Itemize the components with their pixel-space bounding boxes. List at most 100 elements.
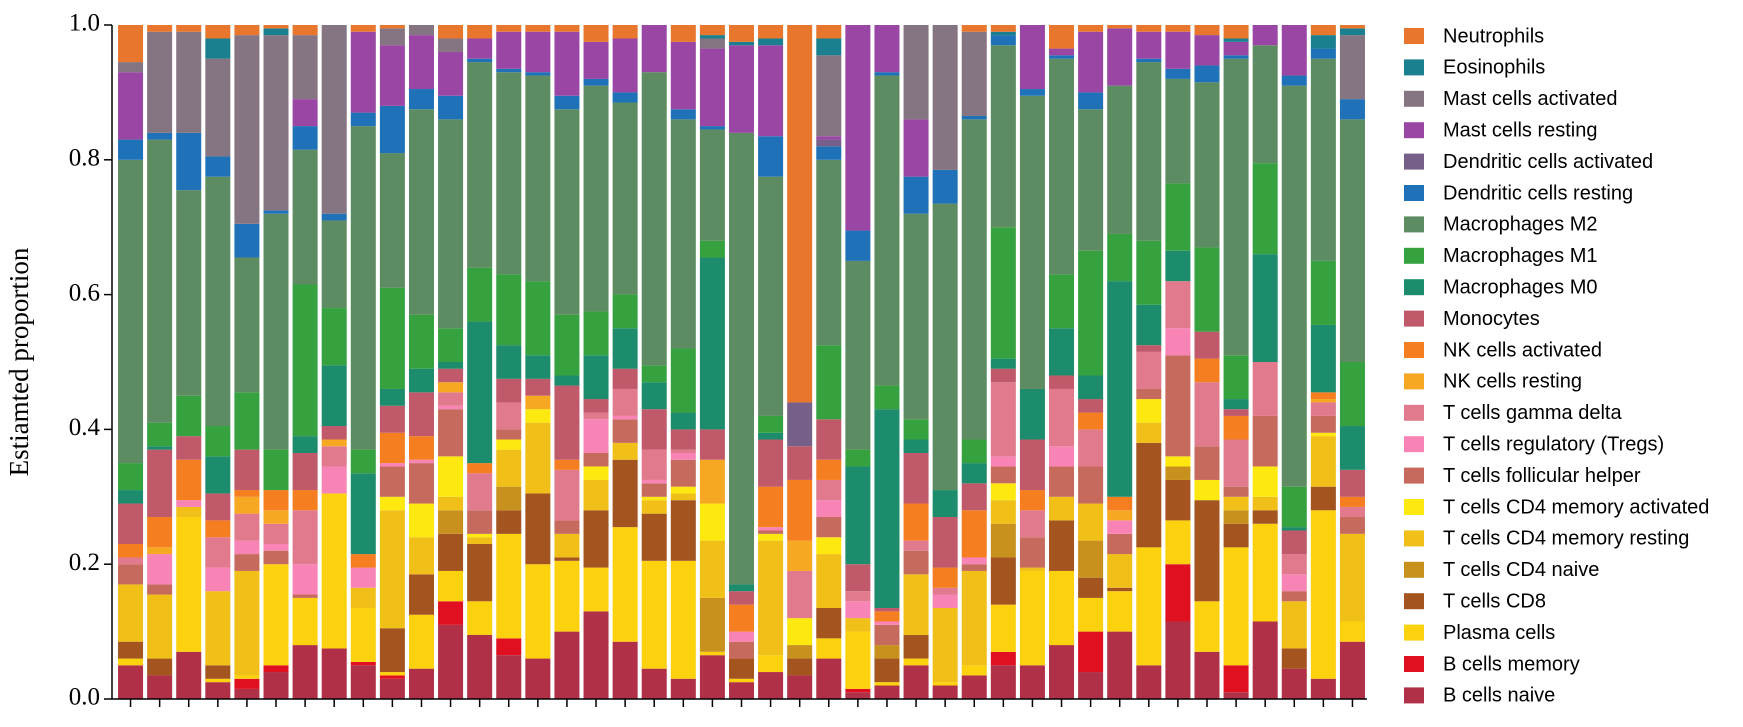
bar-segment bbox=[758, 25, 784, 39]
bar-segment bbox=[379, 45, 405, 106]
bar-segment bbox=[1339, 25, 1365, 29]
bar-segment bbox=[205, 682, 231, 699]
bar-segment bbox=[1165, 250, 1191, 282]
bar-segment bbox=[932, 203, 958, 491]
bar-segment bbox=[1136, 442, 1162, 548]
bar-segment bbox=[118, 584, 144, 642]
bar-segment bbox=[1252, 496, 1278, 511]
bar-segment bbox=[205, 38, 231, 59]
bar-segment bbox=[525, 31, 551, 73]
bar-segment bbox=[205, 25, 231, 39]
bar-segment bbox=[205, 665, 231, 679]
bar-segment bbox=[1252, 523, 1278, 622]
legend-label: NK cells activated bbox=[1443, 339, 1602, 361]
bar-segment bbox=[467, 58, 493, 63]
bar-segment bbox=[612, 328, 638, 369]
bar-segment bbox=[583, 419, 609, 453]
bar-segment bbox=[438, 570, 464, 602]
bar-segment bbox=[787, 446, 813, 480]
bar-segment bbox=[816, 136, 842, 140]
bar-segment bbox=[1078, 375, 1104, 400]
bar-segment bbox=[205, 176, 231, 427]
bar-segment bbox=[758, 672, 784, 699]
bar-segment bbox=[1194, 331, 1220, 359]
bar-segment bbox=[641, 560, 667, 669]
bar-segment bbox=[525, 493, 551, 565]
bar-segment bbox=[525, 395, 551, 410]
bar-segment bbox=[1078, 597, 1104, 632]
bar-segment bbox=[118, 490, 144, 504]
bar-segment bbox=[1223, 547, 1249, 666]
legend-label: T cells CD4 memory resting bbox=[1443, 528, 1689, 550]
bar-segment bbox=[147, 594, 173, 659]
bar-segment bbox=[525, 409, 551, 423]
bar-segment bbox=[263, 490, 289, 511]
bar-segment bbox=[1107, 281, 1133, 497]
bar-segment bbox=[583, 452, 609, 467]
bar-segment bbox=[234, 35, 260, 224]
bar-segment bbox=[787, 479, 813, 541]
bar-segment bbox=[874, 685, 900, 699]
bar-segment bbox=[903, 503, 929, 541]
bar-segment bbox=[1310, 510, 1336, 679]
bar-segment bbox=[467, 321, 493, 464]
bar-segment bbox=[554, 459, 580, 470]
bar-segment bbox=[1107, 587, 1133, 592]
bar-segment bbox=[845, 466, 871, 565]
bar-segment bbox=[438, 382, 464, 393]
legend-swatch bbox=[1404, 687, 1424, 704]
bar-segment bbox=[1310, 399, 1336, 403]
bar-segment bbox=[263, 665, 289, 673]
bar-segment bbox=[670, 348, 696, 413]
legend-swatch bbox=[1404, 153, 1424, 170]
bar-segment bbox=[845, 631, 871, 689]
bar-segment bbox=[1136, 422, 1162, 443]
bar-segment bbox=[670, 452, 696, 460]
bar-segment bbox=[641, 479, 667, 484]
bar-segment bbox=[1049, 274, 1075, 329]
bar-segment bbox=[176, 436, 202, 460]
bar-segment bbox=[583, 399, 609, 413]
bar-segment bbox=[554, 31, 580, 96]
bar-segment bbox=[525, 25, 551, 32]
bar-segment bbox=[758, 176, 784, 416]
bar-segment bbox=[1078, 399, 1104, 413]
bar-segment bbox=[990, 523, 1016, 558]
legend-label: Dendritic cells resting bbox=[1443, 182, 1633, 204]
bar-segment bbox=[263, 510, 289, 524]
bar-segment bbox=[292, 510, 318, 565]
bar-segment bbox=[699, 655, 725, 699]
bar-segment bbox=[1194, 25, 1220, 36]
bar-segment bbox=[496, 429, 522, 440]
bar-segment bbox=[379, 672, 405, 676]
bar-segment bbox=[408, 392, 434, 437]
bar-segment bbox=[990, 368, 1016, 383]
bar-segment bbox=[350, 31, 376, 113]
bar-segment bbox=[845, 25, 871, 231]
bar-segment bbox=[147, 449, 173, 518]
bar-segment bbox=[438, 392, 464, 406]
bar-segment bbox=[205, 678, 231, 683]
bar-segment bbox=[467, 533, 493, 538]
bar-segment bbox=[292, 436, 318, 453]
bar-segment bbox=[147, 422, 173, 447]
bar-segment bbox=[583, 41, 609, 79]
bar-segment bbox=[1223, 409, 1249, 416]
bar-segment bbox=[438, 496, 464, 511]
bar-segment bbox=[612, 92, 638, 103]
bar-segment bbox=[990, 31, 1016, 36]
bar-segment bbox=[845, 601, 871, 619]
bar-segment bbox=[438, 456, 464, 497]
bar-segment bbox=[641, 668, 667, 699]
bar-segment bbox=[961, 31, 987, 116]
bar-segment bbox=[903, 25, 929, 120]
bar-segment bbox=[903, 550, 929, 575]
bar-segment bbox=[1019, 25, 1045, 90]
bar-segment bbox=[728, 591, 755, 605]
bar-segment bbox=[1165, 621, 1191, 699]
bar-segment bbox=[263, 210, 289, 214]
bar-segment bbox=[903, 213, 929, 420]
bar-segment bbox=[641, 25, 667, 73]
bar-segment bbox=[147, 554, 173, 585]
bar-segment bbox=[118, 665, 144, 699]
